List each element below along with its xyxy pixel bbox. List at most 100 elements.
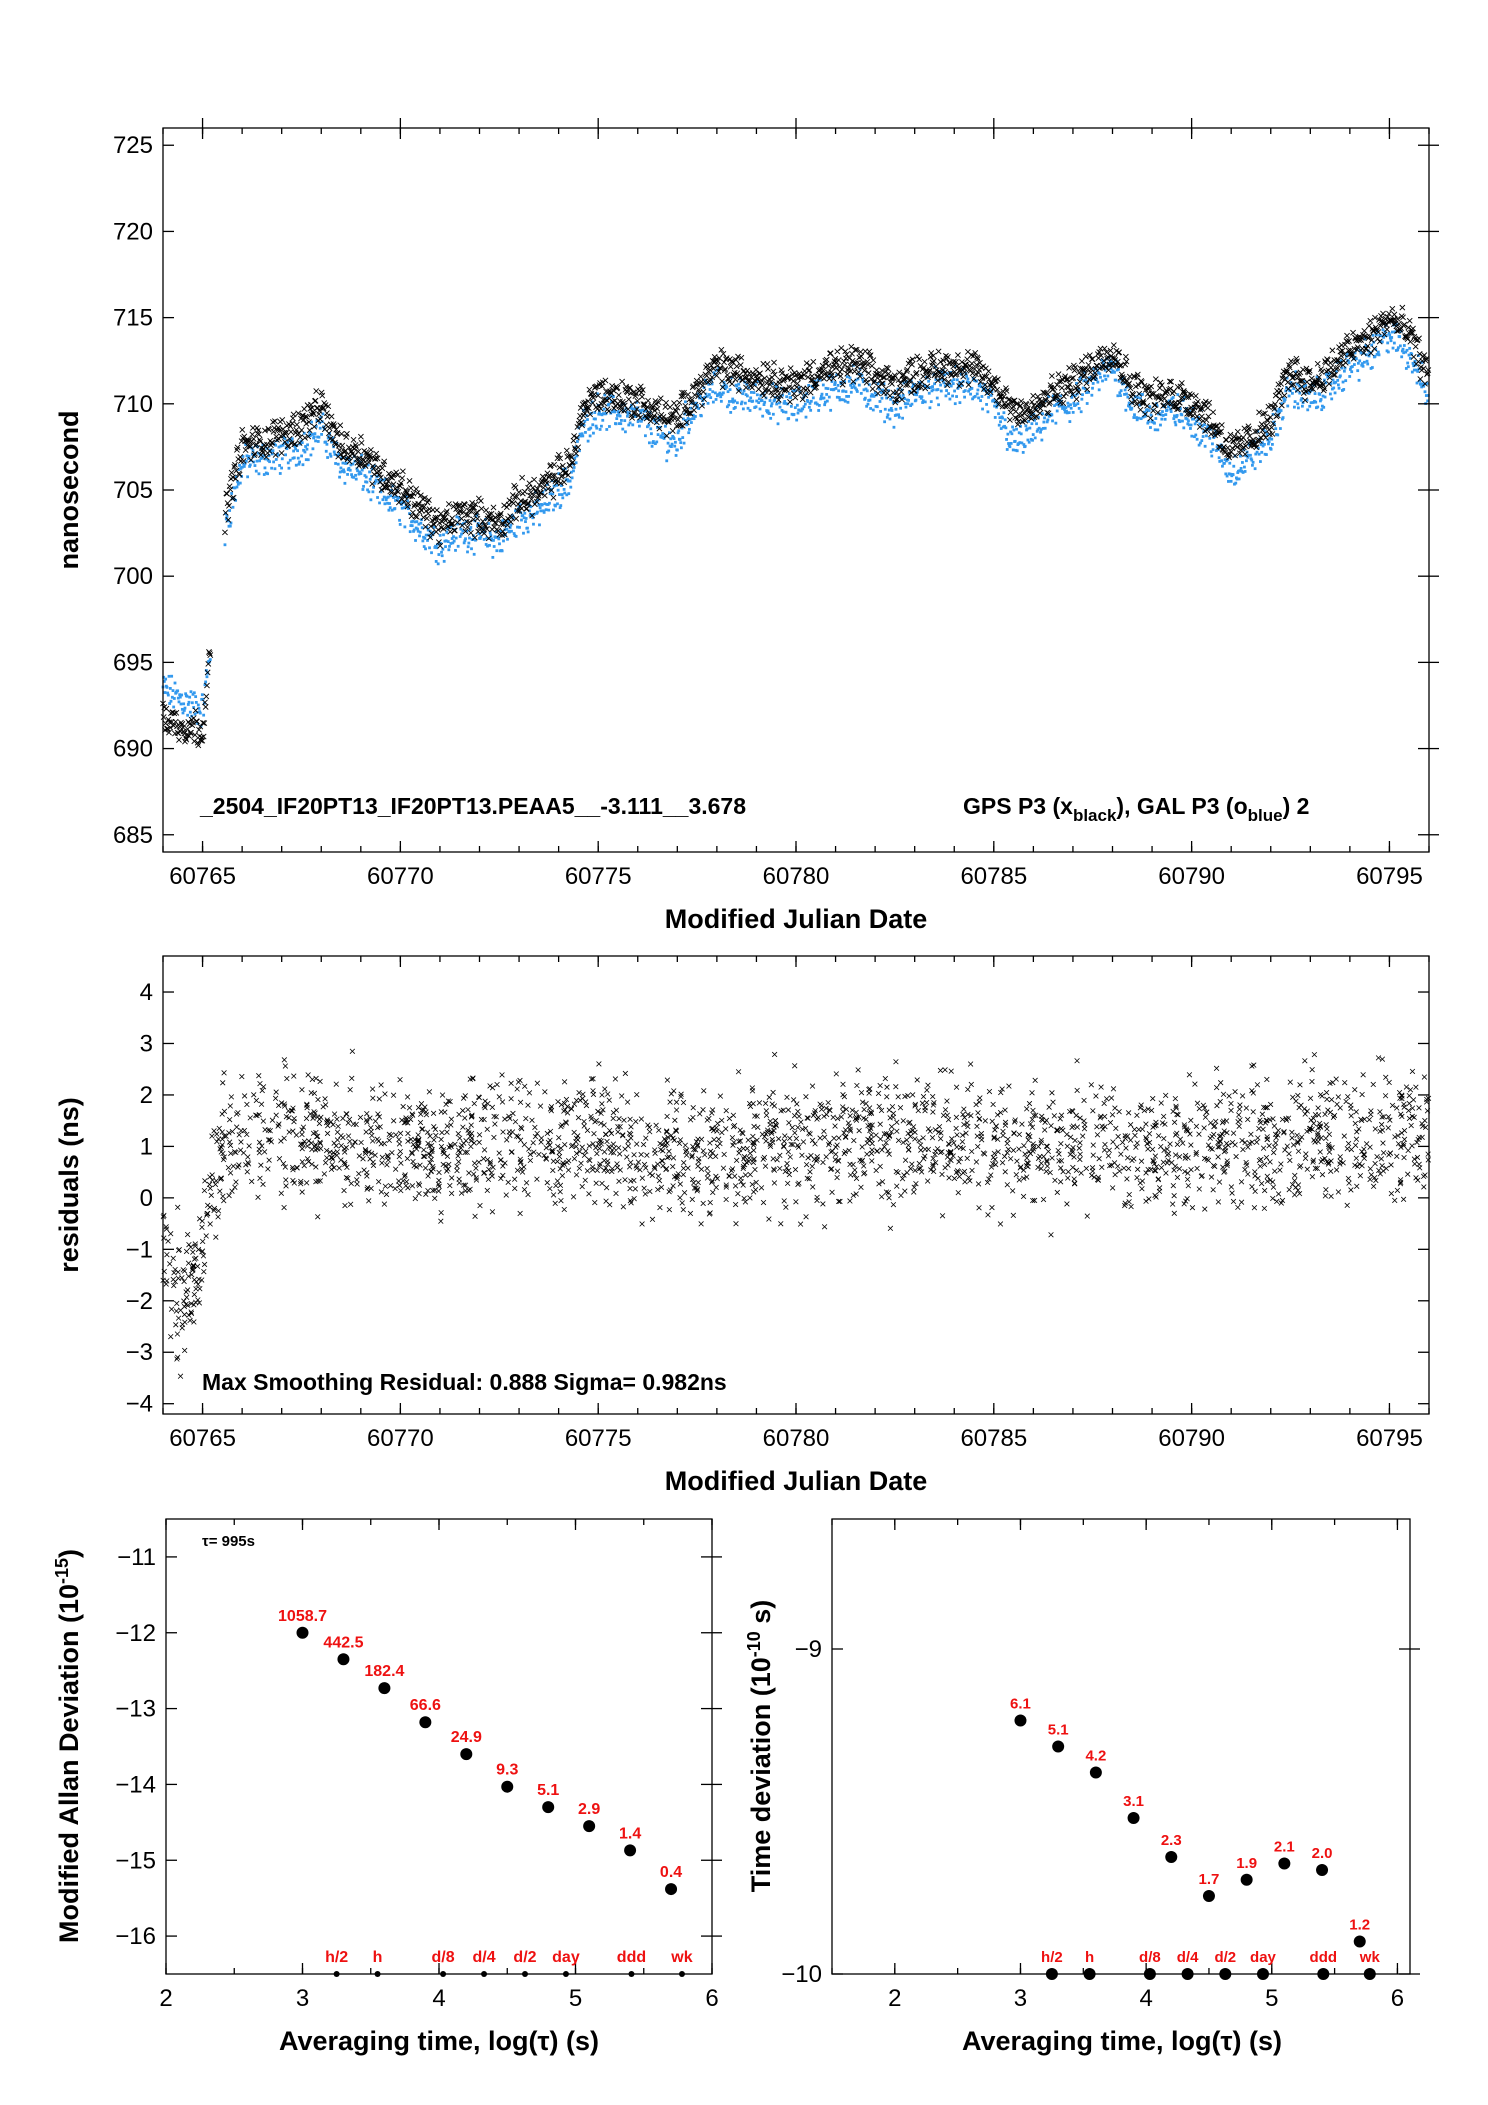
gps-point	[757, 370, 763, 377]
residual-point	[1302, 1111, 1308, 1117]
residual-point	[704, 1117, 710, 1123]
gal-point	[677, 429, 681, 433]
gal-point	[1402, 351, 1406, 355]
residual-point	[1419, 1120, 1425, 1127]
residual-point	[249, 1178, 255, 1185]
gal-point	[1374, 333, 1378, 337]
gal-point	[312, 435, 316, 439]
gps-point	[1366, 333, 1373, 340]
residual-point	[168, 1333, 174, 1340]
gps-point	[885, 365, 891, 372]
gps-point	[1246, 425, 1253, 432]
residual-point	[1145, 1146, 1151, 1152]
gal-point	[1197, 443, 1201, 447]
gal-point	[817, 404, 821, 407]
residual-point	[1397, 1181, 1404, 1187]
residual-point	[499, 1099, 506, 1105]
gal-point	[444, 539, 448, 543]
gps-point	[495, 516, 502, 522]
gps-point	[317, 405, 324, 411]
gal-point	[322, 425, 325, 429]
gal-point	[1007, 442, 1010, 445]
gal-point	[348, 468, 352, 472]
gps-point	[603, 397, 610, 404]
gps-point	[1132, 398, 1139, 404]
gal-point	[886, 413, 890, 417]
gps-point	[1180, 387, 1187, 394]
gal-point	[969, 392, 972, 396]
residual-point	[251, 1092, 257, 1098]
gal-point	[393, 507, 397, 510]
gal-point	[1341, 380, 1345, 384]
gal-point	[689, 421, 693, 424]
residual-point	[439, 1129, 445, 1136]
gal-point	[548, 492, 552, 496]
gal-point	[1045, 413, 1048, 417]
gal-point	[602, 407, 606, 411]
residual-point	[227, 1142, 234, 1149]
gps-point	[602, 377, 609, 384]
gal-point	[328, 452, 332, 456]
gps-point	[378, 486, 385, 493]
gal-point	[1250, 458, 1254, 462]
gal-point	[914, 398, 918, 402]
residual-point	[1385, 1125, 1391, 1131]
gal-point	[668, 431, 671, 435]
residual-point	[1228, 1100, 1234, 1107]
gal-point	[327, 435, 331, 438]
gal-point	[1096, 380, 1100, 384]
gal-point	[1359, 351, 1363, 355]
gps-point	[385, 470, 392, 477]
residual-point	[1164, 1146, 1170, 1152]
gal-point	[244, 460, 248, 463]
gps-point	[232, 461, 238, 468]
gal-point	[1261, 441, 1264, 445]
gal-point	[498, 542, 501, 546]
residual-point	[405, 1138, 411, 1144]
gal-point	[711, 400, 715, 404]
gal-point	[770, 402, 774, 405]
gps-point	[551, 472, 558, 479]
gps-point	[879, 367, 885, 374]
gps-point	[1085, 362, 1092, 368]
gps-point	[936, 368, 943, 375]
gal-point	[921, 401, 924, 404]
gal-point	[1235, 477, 1239, 481]
gal-point	[1389, 339, 1393, 343]
gal-point	[314, 425, 318, 428]
gal-point	[1338, 374, 1342, 378]
gal-point	[907, 398, 911, 402]
gal-point	[541, 490, 545, 494]
gal-point	[616, 410, 620, 413]
gps-point	[899, 396, 905, 403]
gal-point	[600, 424, 603, 428]
gps-point	[325, 430, 332, 437]
gal-point	[562, 487, 566, 491]
gal-point	[992, 398, 996, 402]
gal-point	[840, 398, 844, 402]
gps-point	[160, 714, 167, 720]
gal-point	[407, 505, 411, 509]
gps-point	[909, 356, 916, 363]
gal-point	[1354, 357, 1358, 361]
gps-point	[1176, 399, 1183, 406]
gps-point	[1263, 422, 1270, 429]
gal-point	[182, 709, 186, 712]
gps-point	[449, 515, 456, 522]
gal-point	[818, 378, 822, 382]
gal-point	[1291, 391, 1294, 395]
gps-point	[1066, 364, 1073, 371]
gal-point	[1085, 402, 1089, 405]
residual-point	[993, 1123, 999, 1129]
gps-point	[499, 528, 506, 535]
gal-point	[718, 391, 722, 395]
gps-point	[649, 405, 655, 412]
residual-point	[395, 1178, 402, 1184]
residual-point	[698, 1136, 705, 1143]
residual-point	[945, 1116, 952, 1123]
gal-point	[1264, 430, 1268, 434]
gal-point	[619, 422, 623, 426]
gal-point	[905, 380, 909, 384]
gps-point	[856, 354, 863, 361]
residual-point	[492, 1121, 498, 1127]
